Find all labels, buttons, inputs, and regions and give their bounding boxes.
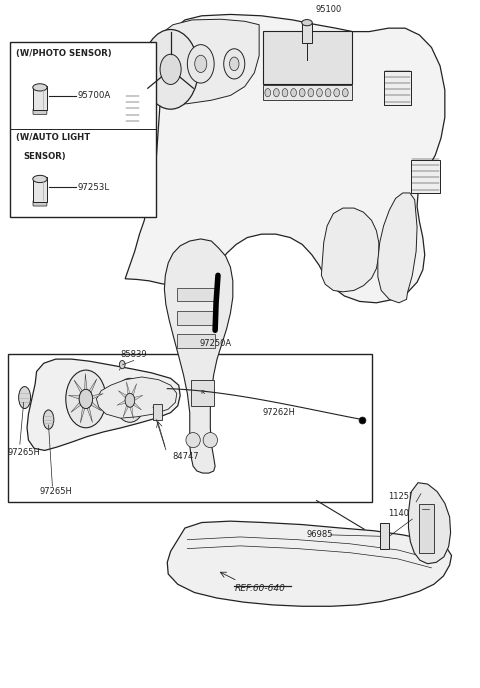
Bar — [263, 85, 351, 100]
Polygon shape — [130, 384, 137, 400]
Polygon shape — [117, 400, 130, 405]
Circle shape — [115, 378, 145, 422]
Polygon shape — [378, 193, 417, 303]
Polygon shape — [86, 399, 93, 422]
Text: 97250A: 97250A — [199, 338, 231, 347]
Polygon shape — [126, 382, 130, 400]
Bar — [10, 42, 156, 217]
Bar — [263, 31, 351, 85]
Bar — [125, 94, 140, 125]
Text: (W/AUTO LIGHT: (W/AUTO LIGHT — [16, 133, 90, 142]
Bar — [302, 23, 312, 43]
Polygon shape — [164, 239, 233, 473]
Polygon shape — [86, 394, 103, 399]
Text: REF.60-640: REF.60-640 — [235, 584, 286, 593]
Circle shape — [187, 45, 214, 83]
Circle shape — [325, 89, 331, 97]
Circle shape — [274, 89, 279, 97]
Polygon shape — [130, 400, 133, 419]
Polygon shape — [71, 399, 86, 412]
Circle shape — [160, 54, 181, 85]
Circle shape — [265, 89, 271, 97]
Bar — [177, 288, 215, 301]
Text: 95700A: 95700A — [77, 91, 110, 100]
Polygon shape — [125, 14, 445, 303]
Bar — [177, 334, 215, 348]
Polygon shape — [27, 359, 180, 451]
Circle shape — [143, 30, 198, 109]
Circle shape — [334, 89, 339, 97]
Polygon shape — [408, 483, 451, 563]
Circle shape — [120, 361, 125, 369]
Ellipse shape — [33, 84, 47, 91]
Bar — [380, 522, 389, 548]
FancyBboxPatch shape — [33, 201, 47, 206]
Circle shape — [229, 57, 239, 71]
Circle shape — [308, 89, 314, 97]
Text: 1125DA: 1125DA — [388, 491, 421, 501]
Circle shape — [300, 89, 305, 97]
Polygon shape — [86, 379, 97, 399]
Text: 97262H: 97262H — [263, 408, 296, 417]
Circle shape — [224, 49, 245, 79]
Polygon shape — [96, 377, 177, 418]
Circle shape — [79, 389, 93, 409]
Polygon shape — [81, 399, 86, 423]
Bar — [33, 178, 47, 202]
FancyBboxPatch shape — [33, 109, 47, 114]
Text: 84747: 84747 — [172, 453, 199, 462]
Text: 97253L: 97253L — [77, 183, 109, 192]
Circle shape — [66, 370, 106, 428]
Polygon shape — [123, 400, 130, 417]
Polygon shape — [85, 374, 87, 399]
Circle shape — [125, 394, 135, 407]
Bar — [33, 86, 47, 111]
Text: R: R — [201, 390, 205, 395]
Bar — [177, 311, 215, 325]
Text: 85839: 85839 — [120, 350, 147, 359]
Text: 11403B: 11403B — [388, 510, 420, 519]
Circle shape — [291, 89, 297, 97]
Ellipse shape — [302, 19, 312, 25]
Text: 95100: 95100 — [316, 6, 342, 14]
Bar — [8, 354, 372, 502]
Ellipse shape — [33, 175, 47, 182]
Circle shape — [282, 89, 288, 97]
Polygon shape — [68, 396, 86, 399]
Ellipse shape — [19, 387, 31, 409]
Polygon shape — [86, 399, 102, 411]
Ellipse shape — [186, 433, 200, 448]
Circle shape — [342, 89, 348, 97]
Ellipse shape — [203, 433, 217, 448]
Polygon shape — [144, 19, 259, 105]
Polygon shape — [167, 521, 452, 606]
Circle shape — [317, 89, 323, 97]
Circle shape — [195, 55, 207, 72]
Text: (W/PHOTO SENSOR): (W/PHOTO SENSOR) — [16, 49, 112, 58]
Bar — [411, 160, 440, 193]
Polygon shape — [130, 396, 143, 400]
Polygon shape — [130, 400, 142, 410]
Text: 97265H: 97265H — [8, 449, 41, 458]
Polygon shape — [118, 391, 130, 400]
Polygon shape — [322, 208, 379, 292]
Text: SENSOR): SENSOR) — [24, 152, 66, 161]
Polygon shape — [74, 380, 86, 399]
Bar — [153, 405, 161, 420]
Ellipse shape — [43, 410, 54, 429]
Text: 96985: 96985 — [306, 530, 333, 539]
Text: 97265H: 97265H — [40, 487, 73, 496]
Bar — [191, 380, 214, 406]
Bar — [384, 71, 411, 105]
Bar — [419, 504, 434, 553]
